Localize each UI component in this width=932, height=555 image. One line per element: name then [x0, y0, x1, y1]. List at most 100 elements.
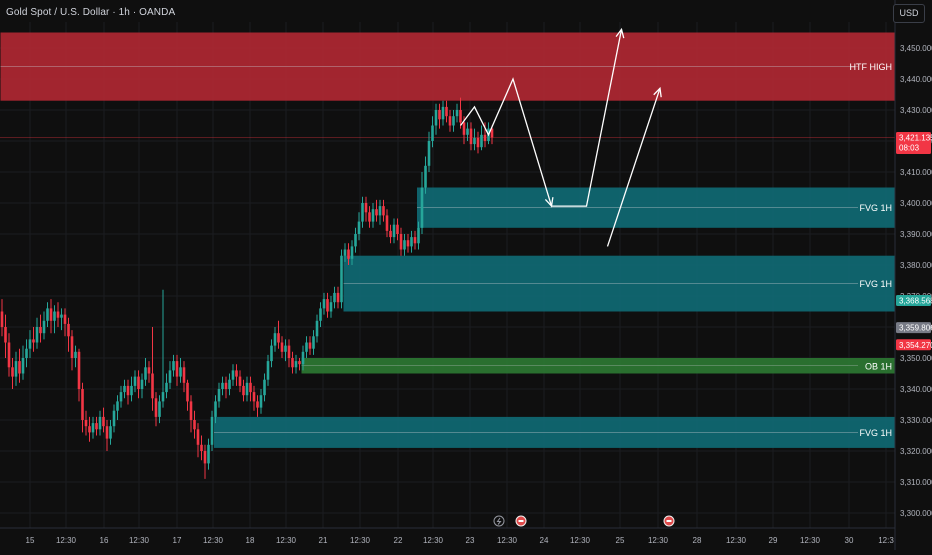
candle-body — [490, 128, 494, 138]
candle-body — [179, 367, 182, 377]
lightning-icon[interactable] — [493, 515, 505, 527]
candle-body — [144, 367, 147, 380]
candle-body — [256, 401, 259, 408]
candle-body — [172, 361, 175, 371]
candle-body — [284, 345, 287, 352]
candle-body — [406, 240, 410, 247]
last-price-badge-text: 3,421.135 — [899, 133, 932, 142]
candle-body — [168, 370, 172, 383]
time-tick-label: 30 — [845, 536, 854, 545]
candle-body — [242, 385, 245, 396]
time-tick-label: 12:30 — [203, 536, 224, 545]
candle-body — [46, 308, 49, 321]
candle-body — [319, 308, 322, 321]
candle-body — [210, 416, 214, 445]
candle-body — [200, 444, 203, 451]
candle-body — [63, 314, 67, 324]
candle-body — [371, 209, 375, 222]
candle-body — [350, 246, 354, 259]
price-badge — [896, 294, 931, 306]
candle-body — [81, 389, 84, 420]
candle-body — [431, 125, 434, 141]
candle-body — [228, 379, 231, 389]
candle-body — [249, 382, 252, 393]
candle-body — [280, 342, 284, 352]
zone-label: HTF HIGH — [850, 62, 893, 72]
candle-body — [259, 395, 263, 408]
candle-body — [438, 110, 441, 120]
candle-body — [389, 230, 392, 238]
projection-path — [459, 29, 623, 207]
candle-body — [130, 385, 133, 396]
candle-body — [109, 426, 112, 439]
candle-body — [480, 134, 483, 148]
time-tick-label: 15 — [26, 536, 35, 545]
currency-button[interactable]: USD — [893, 4, 925, 23]
candle-body — [0, 311, 4, 327]
candle-body — [154, 398, 158, 417]
candle-body — [473, 137, 476, 145]
candle-body — [441, 106, 445, 120]
zone-label: FVG 1H — [859, 203, 892, 213]
candle-body — [368, 212, 371, 222]
candle-body — [452, 116, 455, 126]
candle-body — [189, 401, 193, 420]
candle-body — [217, 389, 221, 402]
candle-body — [273, 333, 277, 346]
candle-body — [147, 367, 151, 374]
candle-body — [35, 327, 39, 343]
candle-body — [231, 370, 235, 380]
price-badge-text: 3,354.270 — [899, 341, 932, 350]
candle-body — [123, 385, 126, 393]
candle-body — [399, 234, 403, 250]
candle-body — [84, 420, 88, 427]
candle-body — [455, 110, 459, 117]
candle-body — [378, 206, 382, 216]
candle-body — [469, 128, 473, 145]
time-tick-label: 16 — [100, 536, 109, 545]
time-tick-label: 12:30 — [800, 536, 821, 545]
candle-body — [294, 361, 298, 368]
lightning-icon-glyph — [496, 517, 502, 525]
candle-body — [434, 110, 438, 126]
candle-body — [165, 382, 168, 393]
price-tick-label: 3,430.000 — [900, 106, 932, 115]
candle-body — [126, 385, 130, 396]
candle-body — [315, 320, 319, 337]
candle-body — [151, 373, 154, 399]
candle-body — [252, 392, 256, 402]
candle-body — [476, 137, 480, 148]
candle-body — [354, 234, 357, 247]
price-badge — [896, 322, 931, 334]
candle-body — [28, 339, 32, 349]
candle-body — [361, 203, 364, 222]
candle-body — [18, 361, 21, 374]
candle-body — [4, 327, 7, 343]
candle-body — [347, 249, 350, 259]
candle-body — [266, 361, 270, 380]
candle-body — [32, 339, 35, 343]
candle-body — [193, 420, 196, 430]
candle-body — [298, 361, 301, 365]
flag-icon-stripe — [518, 520, 524, 522]
candle-body — [336, 292, 340, 303]
time-tick-label: 21 — [319, 536, 328, 545]
last-price-badge[interactable] — [896, 131, 931, 154]
zone-label: FVG 1H — [859, 428, 892, 438]
candle-body — [420, 187, 424, 228]
price-tick-label: 3,320.000 — [900, 447, 932, 456]
price-tick-label: 3,310.000 — [900, 478, 932, 487]
time-tick-label: 12:3 — [878, 536, 894, 545]
candle-body — [49, 308, 53, 321]
candle-body — [112, 410, 116, 427]
candle-body — [119, 392, 123, 402]
price-badge — [896, 339, 931, 351]
zone-label: FVG 1H — [859, 279, 892, 289]
candle-body — [333, 292, 336, 303]
candle-body — [382, 206, 385, 216]
candle-body — [42, 320, 46, 334]
candle-body — [91, 423, 95, 433]
candle-body — [277, 333, 280, 343]
